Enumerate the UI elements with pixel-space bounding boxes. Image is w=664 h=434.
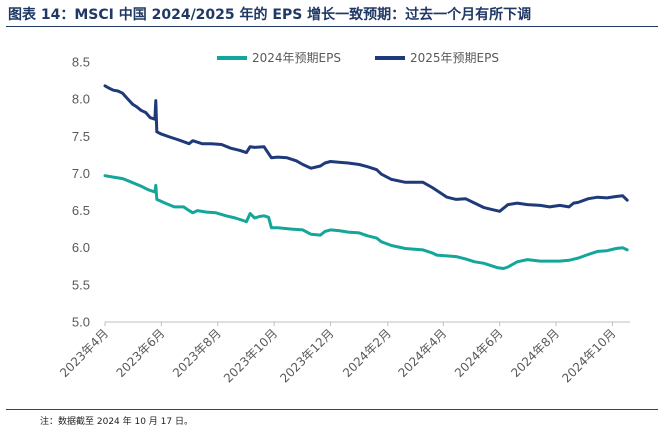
legend-label: 2024年预期EPS [252, 51, 341, 65]
y-tick-label: 5.0 [72, 315, 90, 330]
legend-label: 2025年预期EPS [410, 51, 499, 65]
source-note: 注：数据截至 2024 年 10 月 17 日。 [40, 417, 193, 427]
chart-legend: 2024年预期EPS 2025年预期EPS [217, 51, 499, 65]
note-divider [6, 409, 658, 410]
y-tick-label: 5.5 [72, 277, 90, 292]
figure-title: 图表 14：MSCI 中国 2024/2025 年的 EPS 增长一致预期：过去… [8, 7, 532, 23]
x-tick-label: 2023年6月 [114, 326, 168, 380]
y-tick-label: 7.0 [72, 166, 90, 181]
x-tick-label: 2023年12月 [277, 326, 336, 385]
x-tick-label: 2023年4月 [57, 326, 111, 380]
title-underline [6, 26, 658, 27]
x-tick-label: 2024年10月 [559, 326, 618, 385]
y-tick-label: 6.0 [72, 240, 90, 255]
x-tick-label: 2024年2月 [340, 326, 394, 380]
y-tick-label: 7.5 [72, 129, 90, 144]
x-tick-label: 2024年8月 [508, 326, 562, 380]
series-line-2025 [103, 84, 629, 213]
series-lines [103, 84, 629, 270]
x-tick-label: 2023年8月 [170, 326, 224, 380]
x-tick-label: 2024年6月 [452, 326, 506, 380]
series-line-2024 [103, 174, 629, 270]
y-tick-label: 8.0 [72, 92, 90, 107]
x-tick-label: 2024年4月 [396, 326, 450, 380]
y-axis-ticks: 5.0 5.5 6.0 6.5 7.0 7.5 8.0 8.5 [72, 55, 90, 330]
y-tick-label: 8.5 [72, 55, 90, 70]
x-tick-label: 2023年10月 [221, 326, 280, 385]
y-tick-label: 6.5 [72, 203, 90, 218]
